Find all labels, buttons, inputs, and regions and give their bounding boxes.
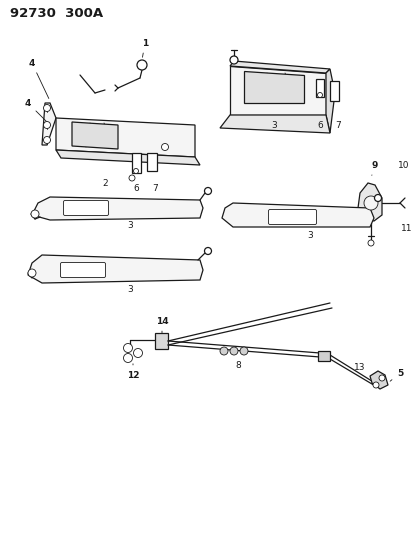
Text: 5: 5 xyxy=(389,368,402,381)
Circle shape xyxy=(31,210,39,218)
Text: 3: 3 xyxy=(306,230,312,239)
Circle shape xyxy=(133,349,142,358)
Circle shape xyxy=(219,347,228,355)
Polygon shape xyxy=(56,150,199,165)
Text: 11: 11 xyxy=(400,223,412,232)
Text: 7: 7 xyxy=(152,183,157,192)
Text: 3: 3 xyxy=(127,285,133,294)
Circle shape xyxy=(378,375,384,381)
Circle shape xyxy=(372,382,378,388)
FancyBboxPatch shape xyxy=(268,209,316,224)
Circle shape xyxy=(43,122,50,128)
Text: 92730  300A: 92730 300A xyxy=(10,6,103,20)
FancyBboxPatch shape xyxy=(132,153,141,173)
Text: 4: 4 xyxy=(29,59,49,99)
Polygon shape xyxy=(32,197,202,220)
FancyBboxPatch shape xyxy=(315,79,323,97)
Text: 10: 10 xyxy=(397,160,409,169)
Polygon shape xyxy=(56,118,195,157)
Circle shape xyxy=(363,196,377,210)
Polygon shape xyxy=(28,255,202,283)
FancyBboxPatch shape xyxy=(329,81,338,101)
FancyBboxPatch shape xyxy=(60,262,105,278)
Circle shape xyxy=(367,240,373,246)
Polygon shape xyxy=(221,203,373,227)
FancyBboxPatch shape xyxy=(63,200,108,215)
Circle shape xyxy=(43,104,50,111)
Circle shape xyxy=(161,143,168,150)
Polygon shape xyxy=(72,122,118,149)
Polygon shape xyxy=(369,371,387,389)
Polygon shape xyxy=(243,71,303,103)
Text: 6: 6 xyxy=(316,120,322,130)
FancyBboxPatch shape xyxy=(317,351,329,361)
Text: 6: 6 xyxy=(133,183,138,192)
Circle shape xyxy=(129,175,135,181)
Text: 3: 3 xyxy=(271,120,276,130)
Text: 13: 13 xyxy=(354,364,365,373)
Circle shape xyxy=(230,56,237,64)
Circle shape xyxy=(240,347,247,355)
Circle shape xyxy=(137,60,147,70)
Circle shape xyxy=(230,347,237,355)
Circle shape xyxy=(28,269,36,277)
FancyBboxPatch shape xyxy=(147,153,157,171)
Circle shape xyxy=(204,188,211,195)
Circle shape xyxy=(317,93,322,98)
Text: 12: 12 xyxy=(126,364,139,379)
Circle shape xyxy=(204,247,211,254)
Text: 8: 8 xyxy=(235,360,240,369)
Text: 4: 4 xyxy=(25,99,46,121)
Polygon shape xyxy=(42,103,56,145)
Circle shape xyxy=(43,136,50,143)
Polygon shape xyxy=(230,61,329,73)
Circle shape xyxy=(133,168,138,174)
Polygon shape xyxy=(357,183,381,221)
Circle shape xyxy=(123,343,132,352)
Text: 2: 2 xyxy=(102,179,107,188)
Circle shape xyxy=(123,353,132,362)
Text: 7: 7 xyxy=(334,120,340,130)
Polygon shape xyxy=(325,69,334,133)
Text: 14: 14 xyxy=(155,317,168,333)
Polygon shape xyxy=(230,66,325,115)
Polygon shape xyxy=(154,333,168,349)
Polygon shape xyxy=(219,115,329,133)
Text: 3: 3 xyxy=(127,221,133,230)
Circle shape xyxy=(374,195,380,201)
Text: 1: 1 xyxy=(142,38,148,57)
Text: 9: 9 xyxy=(371,160,377,175)
